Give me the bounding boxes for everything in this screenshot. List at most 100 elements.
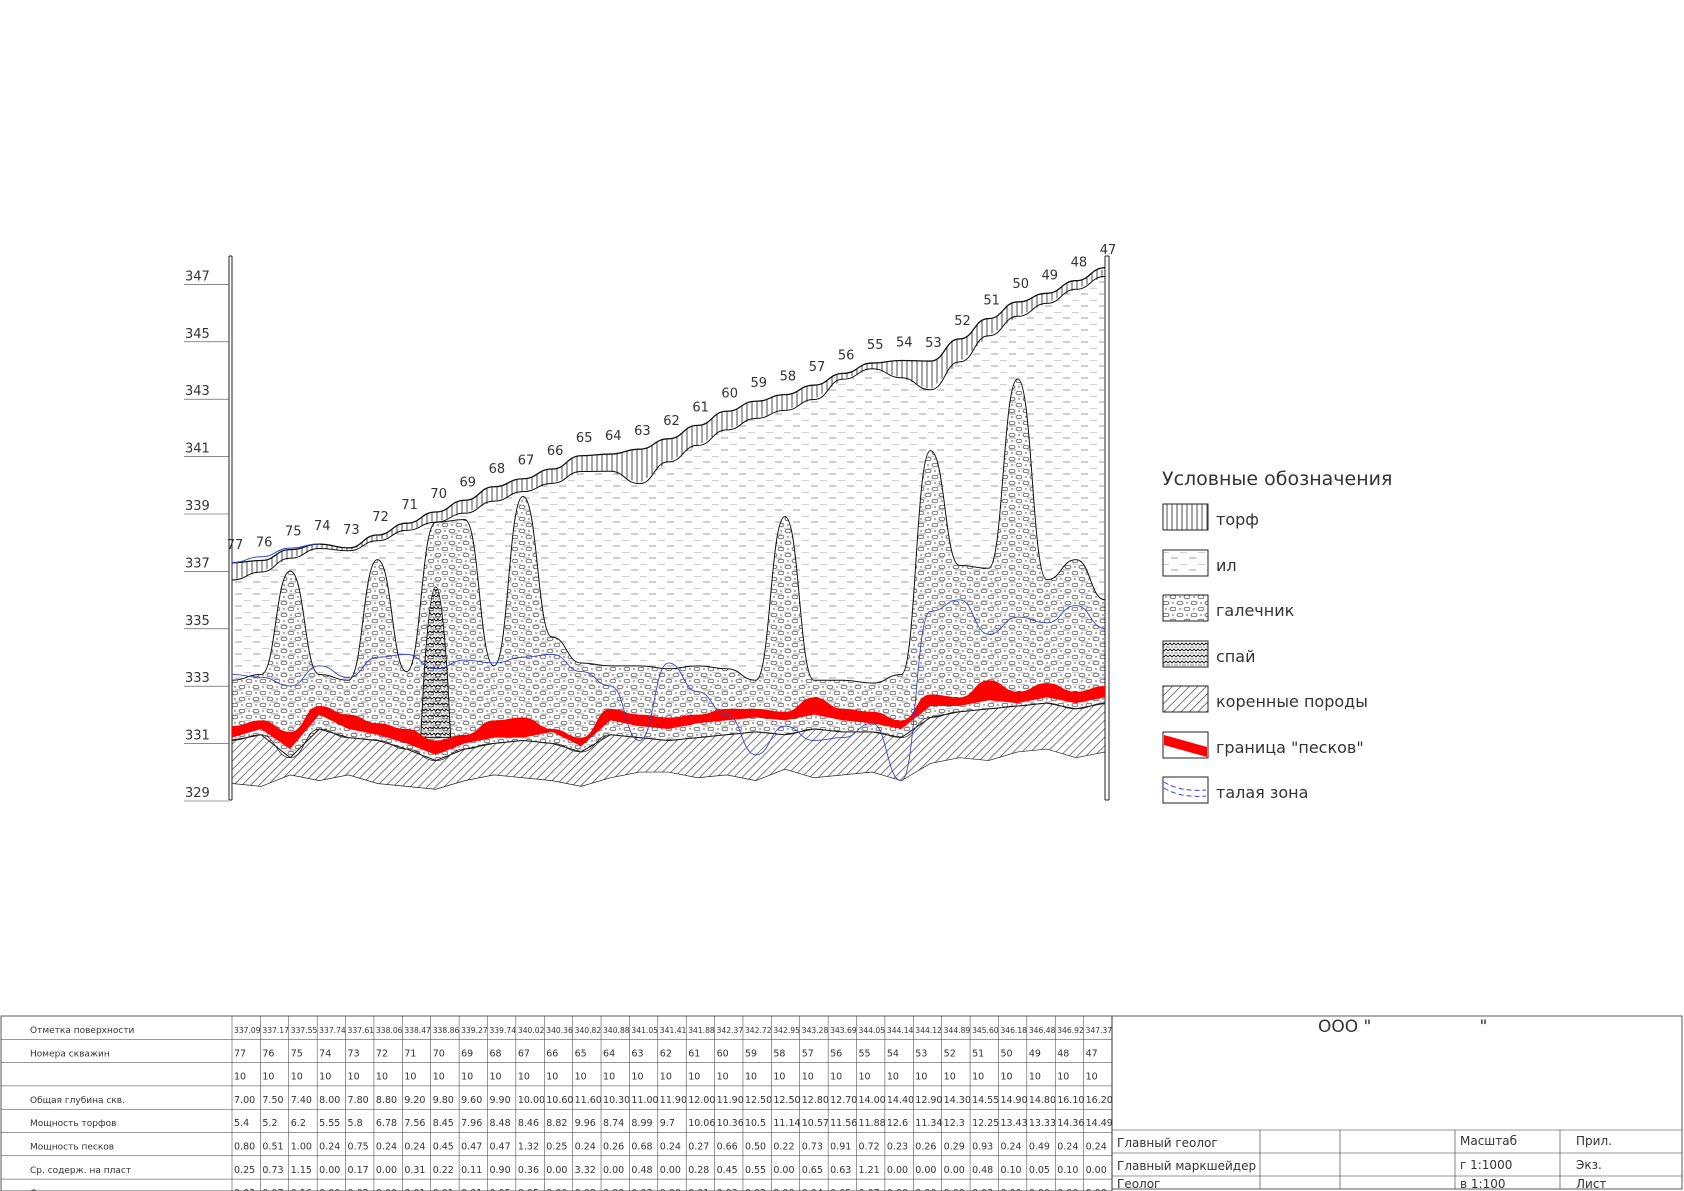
table-cell: 0.23: [887, 1142, 908, 1153]
table-cell: 0.73: [802, 1142, 823, 1153]
table-cell: 10: [1086, 1072, 1098, 1083]
well-label: 72: [372, 510, 389, 525]
table-cell: 0.11: [461, 1165, 482, 1176]
table-cell: 0.28: [688, 1165, 709, 1176]
table-cell: 64: [603, 1048, 615, 1059]
legend-item-bedrock: коренные породы: [1162, 685, 1368, 713]
table-cell: 7.00: [234, 1095, 255, 1106]
table-cell: 0.00: [1000, 1188, 1021, 1191]
elevation-tick-label: 331: [185, 729, 210, 744]
legend-item-thaw-zone: талая зона: [1162, 776, 1308, 804]
table-cell: 10: [887, 1072, 899, 1083]
table-cell: 0.04: [802, 1188, 823, 1191]
well-label: 48: [1071, 256, 1088, 271]
well-label: 77: [227, 538, 244, 553]
well-labels: 77 76 75 74 73 72 71 70 69 68 67 66 65 64 63 62 61 60 59 58…: [227, 243, 1117, 553]
role-chief-geologist: Главный геолог: [1117, 1136, 1218, 1150]
table-cell: 0.55: [745, 1165, 766, 1176]
layer-lines: [231, 267, 1106, 782]
table-cell: 7.50: [262, 1095, 283, 1106]
table-cell: 337.74: [319, 1026, 346, 1035]
table-cell: 77: [234, 1048, 246, 1059]
table-cell: 68: [489, 1048, 501, 1059]
table-cell: 3.32: [575, 1165, 596, 1176]
table-cell: 344.12: [915, 1026, 942, 1035]
elevation-tick-label: 345: [185, 327, 210, 342]
sand-boundary-swatch-fill: [1164, 735, 1207, 757]
well-label: 74: [314, 519, 331, 534]
well-label: 65: [576, 431, 593, 446]
table-cell: 10.06: [688, 1118, 715, 1129]
table-cell: 344.05: [859, 1026, 886, 1035]
table-cell: 16.10: [1057, 1095, 1084, 1106]
table-cell: 0.00: [1086, 1165, 1107, 1176]
table-cell: 13.43: [1000, 1118, 1027, 1129]
table-cell: 8.80: [376, 1095, 397, 1106]
table-cell: 74: [319, 1048, 331, 1059]
table-cell: 0.00: [773, 1188, 794, 1191]
table-cell: 0.00: [660, 1188, 681, 1191]
table-cell: 0.22: [433, 1165, 454, 1176]
table-cell: 0.00: [915, 1165, 936, 1176]
elevation-tick-label: 333: [185, 671, 210, 686]
data-table: Отметка поверхности 337.09 337.17 337.55 337…: [0, 1015, 1113, 1191]
gravel-swatch: [1162, 594, 1209, 622]
table-cell: 12.00: [688, 1095, 715, 1106]
table-cell: 10: [575, 1072, 587, 1083]
peat-base-line: [231, 275, 1106, 581]
table-cell: 10: [631, 1072, 643, 1083]
table-cell: 0.51: [262, 1142, 283, 1153]
well-label: 70: [430, 487, 447, 502]
table-cell: 340.02: [518, 1026, 545, 1035]
well-label: 49: [1042, 268, 1059, 283]
table-cell: 10: [461, 1072, 473, 1083]
table-cell: 10: [518, 1072, 530, 1083]
table-cell: 0.24: [319, 1142, 340, 1153]
table-cell: 10: [546, 1072, 558, 1083]
table-cell: 5.8: [348, 1118, 363, 1129]
table-cell: 0.17: [348, 1165, 369, 1176]
table-cell: 340.36: [546, 1026, 573, 1035]
table-cell: 0.45: [717, 1165, 738, 1176]
thaw-zone-upper-line: [231, 543, 320, 564]
table-cell: 72: [376, 1048, 388, 1059]
legend-item-spai: спай: [1162, 640, 1255, 668]
legend-label-silt: ил: [1216, 556, 1237, 575]
elevation-tick-label: 339: [185, 499, 210, 514]
table-row-label: Ср. содерж. на массу: [30, 1189, 132, 1191]
table-cell: 65: [575, 1048, 587, 1059]
table-cell: 10.30: [603, 1095, 630, 1106]
peat-swatch: [1162, 503, 1209, 531]
table-cell: 0.24: [1086, 1142, 1107, 1153]
table-cell: 9.80: [433, 1095, 454, 1106]
table-cell: 10.36: [717, 1118, 744, 1129]
table-cell: 343.69: [830, 1026, 857, 1035]
legend-item-gravel: галечник: [1162, 594, 1295, 622]
legend-label-peat: торф: [1216, 510, 1259, 529]
well-label: 71: [401, 498, 418, 513]
well-label: 47: [1100, 243, 1117, 258]
table-cell: 12.50: [745, 1095, 772, 1106]
table-cell: 0.03: [631, 1188, 652, 1191]
table-cell: 337.09: [234, 1026, 261, 1035]
table-cell: 339.74: [489, 1026, 516, 1035]
table-cell: 12.50: [773, 1095, 800, 1106]
table-cell: 0.01: [461, 1188, 482, 1191]
table-cell: 8.99: [631, 1118, 652, 1129]
table-cell: 11.60: [575, 1095, 602, 1106]
table-cell: 0.00: [376, 1165, 397, 1176]
table-cell: 5.4: [234, 1118, 249, 1129]
table-cell: 0.66: [717, 1142, 738, 1153]
table-cell: 1.32: [518, 1142, 539, 1153]
table-cell: 1.00: [291, 1142, 312, 1153]
table-cell: 0.29: [944, 1142, 965, 1153]
table-cell: 54: [887, 1048, 899, 1059]
table-cell: 0.72: [859, 1142, 880, 1153]
legend-item-sand-boundary: граница "песков": [1162, 731, 1364, 759]
table-cell: 0.03: [234, 1188, 255, 1191]
table-cell: 337.55: [291, 1026, 318, 1035]
table-cell: 0.80: [234, 1142, 255, 1153]
table-cell: 0.01: [404, 1188, 425, 1191]
table-row-label: Ср. содерж. на пласт: [30, 1166, 131, 1176]
